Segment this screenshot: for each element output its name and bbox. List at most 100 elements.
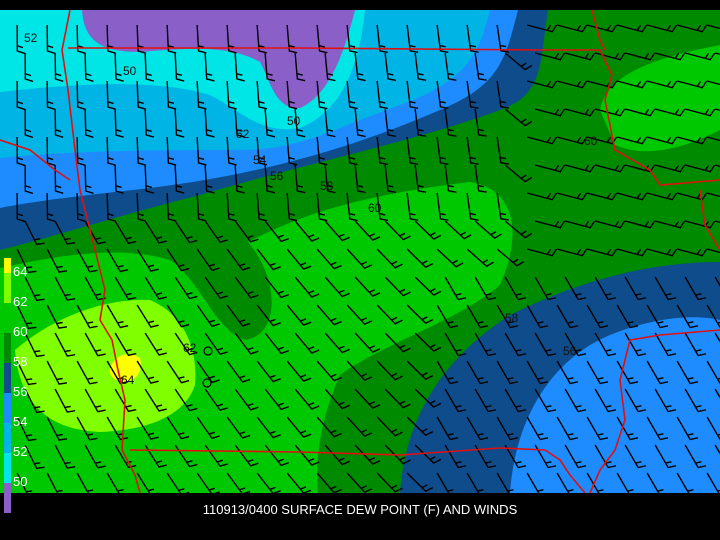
wind-barb (24, 164, 34, 195)
wind-barb (466, 304, 489, 329)
wind-barb (624, 108, 656, 117)
wind-barb (406, 416, 434, 437)
wind-barb (46, 304, 68, 329)
wind-barb (226, 80, 237, 110)
wind-barb (234, 52, 245, 82)
station-circle (202, 378, 212, 388)
wind-barb (534, 276, 557, 301)
wind-barb (204, 220, 228, 244)
wind-barb (684, 108, 716, 117)
wind-barb (46, 192, 56, 223)
wind-barb (504, 164, 533, 183)
wind-barb (526, 192, 558, 201)
wind-barb (294, 220, 320, 242)
wind-barb (24, 220, 45, 246)
wind-barb (114, 388, 137, 413)
wind-barb (136, 416, 159, 440)
wind-barb (286, 304, 312, 326)
wind-barb (624, 444, 647, 469)
wind-barb (586, 248, 618, 257)
legend-swatch (4, 363, 11, 393)
wind-barb (526, 248, 558, 257)
wind-barb (504, 52, 533, 71)
wind-barb (204, 108, 215, 138)
wind-barb (264, 220, 289, 243)
wind-barb (54, 388, 76, 413)
wind-barb (106, 80, 116, 110)
legend-label: 62 (13, 294, 27, 309)
wind-barb (444, 444, 467, 469)
wind-barb (346, 472, 373, 493)
wind-barb (706, 360, 720, 385)
wind-barb (534, 332, 557, 357)
wind-barb (444, 52, 457, 81)
wind-barb (474, 332, 497, 357)
wind-barb (204, 388, 228, 412)
wind-barb (496, 416, 519, 441)
wind-barb (16, 24, 26, 55)
wind-barb (376, 416, 403, 437)
wind-barb (54, 444, 76, 469)
wind-barb (324, 276, 350, 298)
wind-barb (376, 472, 403, 493)
wind-barb (564, 388, 587, 413)
wind-barb (556, 360, 579, 385)
wind-barb (256, 416, 281, 439)
wind-barb (196, 80, 207, 110)
wind-barb (294, 332, 320, 354)
wind-barb (16, 304, 37, 330)
wind-barb (136, 304, 159, 328)
wind-barb (46, 248, 68, 273)
wind-barb (226, 360, 251, 383)
wind-barb (586, 24, 618, 33)
wind-barb (234, 276, 259, 299)
wind-barb (256, 192, 268, 222)
wind-barb (316, 80, 328, 110)
wind-barb (324, 220, 350, 242)
wind-barb (616, 192, 648, 201)
wind-barb (444, 276, 467, 301)
wind-barb (646, 192, 678, 201)
wind-barb (136, 472, 159, 493)
wind-barb (384, 108, 397, 138)
legend-swatch (4, 303, 11, 333)
wind-barb (594, 164, 626, 173)
wind-barb (324, 164, 336, 194)
wind-barb (106, 304, 129, 329)
wind-barb (106, 472, 124, 493)
wind-barb (706, 136, 720, 142)
wind-barb (54, 52, 64, 83)
wind-barb (526, 80, 558, 89)
wind-barb (174, 108, 185, 138)
legend-label: 50 (13, 474, 27, 489)
wind-barb (294, 388, 320, 410)
wind-barb (676, 136, 708, 145)
wind-barb (466, 136, 479, 165)
wind-barb (564, 332, 587, 357)
wind-barb (114, 52, 124, 82)
wind-barb (166, 360, 190, 384)
wind-barb (136, 136, 147, 166)
wind-barb (226, 248, 251, 271)
wind-barb (76, 416, 98, 441)
wind-barb (616, 360, 639, 385)
legend-swatch (4, 453, 11, 483)
wind-barb (166, 24, 177, 54)
wind-barb (624, 388, 647, 413)
wind-barb (144, 220, 167, 244)
wind-barb (466, 192, 479, 221)
wind-barb (286, 136, 298, 166)
wind-barb (436, 416, 459, 441)
wind-barb (564, 220, 596, 229)
wind-barb (564, 276, 587, 301)
wind-barb (346, 24, 358, 54)
wind-barb (286, 416, 312, 438)
contour-label: 50 (123, 64, 137, 78)
wind-barb (16, 80, 26, 111)
wind-barb (16, 360, 37, 386)
wind-barb (414, 444, 442, 464)
wind-barb (384, 388, 411, 409)
station-circle (203, 346, 213, 356)
wind-barb (654, 332, 677, 357)
wind-barb (436, 136, 449, 165)
